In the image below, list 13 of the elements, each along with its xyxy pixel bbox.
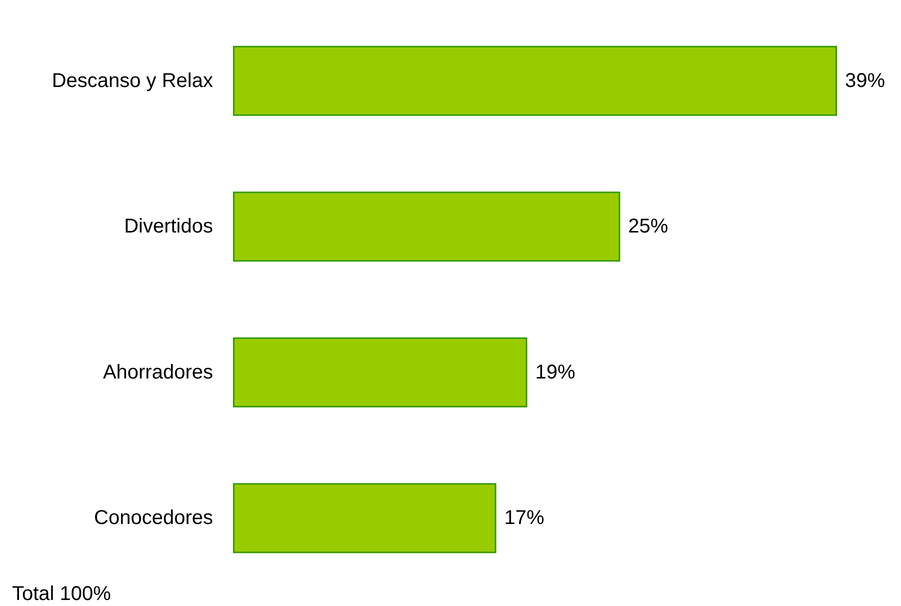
y-tick-label: Conocedores <box>94 507 213 530</box>
y-tick-label: Ahorradores <box>102 361 213 384</box>
bar <box>233 46 837 116</box>
y-tick-label: Divertidos <box>124 216 213 238</box>
y-tick-label: Descanso y Relax <box>52 70 213 92</box>
bar <box>233 192 620 262</box>
bar <box>233 337 528 408</box>
data-label: 39% <box>845 70 886 92</box>
bar <box>233 483 496 554</box>
data-label: 17% <box>504 507 545 530</box>
text: Total 100% <box>12 583 112 605</box>
data-label: 25% <box>628 216 668 238</box>
data-label: 19% <box>535 361 576 384</box>
